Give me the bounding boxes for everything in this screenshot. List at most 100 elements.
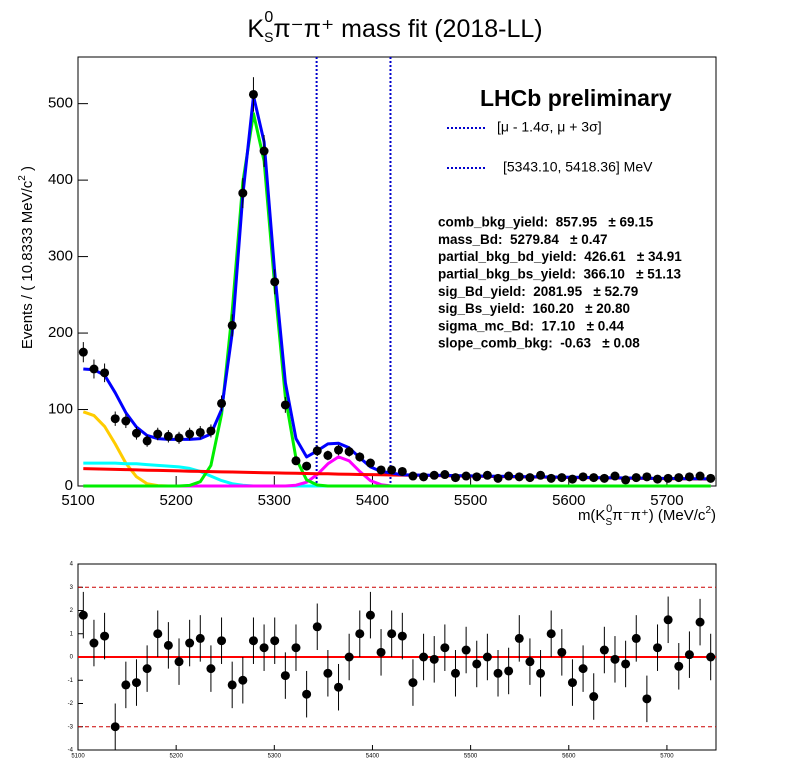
data-point	[684, 650, 694, 660]
fit-parameter: slope_comb_bkg: -0.63 ± 0.08	[438, 336, 640, 351]
data-point	[589, 692, 599, 702]
data-point	[610, 471, 620, 481]
data-point	[238, 188, 248, 198]
y-tick-label: 400	[48, 171, 73, 188]
data-point	[589, 473, 599, 483]
fit-parameter: partial_bkg_bd_yield: 426.61 ± 34.91	[438, 249, 682, 264]
data-point	[195, 633, 205, 643]
x-tick-label: 5300	[268, 754, 282, 760]
data-point	[653, 643, 663, 653]
legend-text: [μ - 1.4σ, μ + 3σ]	[497, 119, 602, 135]
data-point	[334, 682, 344, 692]
data-point	[621, 475, 631, 485]
data-point	[248, 89, 258, 99]
data-point	[706, 652, 716, 662]
x-tick-label: 5400	[366, 754, 380, 760]
data-point	[674, 473, 684, 483]
data-point	[461, 645, 471, 655]
y-tick-label: 300	[48, 248, 73, 265]
data-point	[599, 473, 609, 483]
data-point	[302, 689, 312, 699]
data-point	[557, 473, 567, 483]
data-point	[461, 471, 471, 481]
data-point	[153, 429, 163, 439]
fit-parameter: mass_Bd: 5279.84 ± 0.47	[438, 232, 608, 247]
data-point	[217, 636, 227, 646]
data-point	[482, 652, 492, 662]
fit-parameter: sigma_mc_Bd: 17.10 ± 0.44	[438, 318, 624, 333]
y-tick-label: 4	[70, 562, 74, 568]
data-point	[387, 465, 397, 475]
data-point	[185, 429, 195, 439]
data-point	[376, 465, 386, 475]
data-point	[504, 471, 514, 481]
data-point	[695, 617, 705, 627]
data-point	[121, 416, 131, 426]
x-label-part: π⁻π⁺) (MeV/c	[612, 507, 706, 524]
data-point	[631, 473, 641, 483]
y-tick-label: 500	[48, 95, 73, 112]
x-tick-label: 5100	[61, 492, 94, 509]
x-tick-label: 5200	[159, 492, 192, 509]
y-tick-label: 3	[70, 585, 74, 591]
data-point	[163, 431, 173, 441]
data-point	[536, 470, 546, 480]
title-part: S	[264, 29, 273, 45]
data-point	[578, 664, 588, 674]
data-point	[674, 661, 684, 671]
data-point	[344, 447, 354, 457]
data-point	[408, 678, 418, 688]
data-point	[153, 629, 163, 639]
y-label-part: Events / ( 10.8333 MeV/c	[19, 180, 36, 349]
data-point	[365, 610, 375, 620]
data-point	[121, 680, 131, 690]
x-tick-label: 5300	[258, 492, 291, 509]
data-point	[429, 654, 439, 664]
data-point	[291, 643, 301, 653]
data-point	[578, 472, 588, 482]
data-point	[344, 652, 354, 662]
x-label-part: 2	[705, 505, 711, 516]
y-tick-label: -2	[68, 701, 74, 707]
y-tick-label: -4	[68, 748, 74, 754]
data-point	[323, 450, 333, 460]
data-point	[131, 678, 141, 688]
data-point	[110, 722, 120, 732]
data-point	[663, 473, 673, 483]
data-point	[78, 347, 88, 357]
x-label-part: 0	[606, 503, 612, 515]
data-point	[270, 636, 280, 646]
data-point	[365, 458, 375, 468]
x-label-part: m(K	[578, 507, 606, 524]
x-tick-label: 5500	[454, 492, 487, 509]
data-point	[567, 474, 577, 484]
data-point	[493, 473, 503, 483]
data-point	[493, 668, 503, 678]
data-point	[429, 470, 439, 480]
data-point	[536, 668, 546, 678]
data-point	[312, 622, 322, 632]
data-point	[248, 636, 258, 646]
data-point	[100, 368, 110, 378]
data-point	[546, 629, 556, 639]
fit-parameter: sig_Bs_yield: 160.20 ± 20.80	[438, 301, 630, 316]
data-point	[514, 472, 524, 482]
data-point	[100, 631, 110, 641]
data-point	[642, 694, 652, 704]
data-point	[684, 472, 694, 482]
x-tick-label: 5200	[169, 754, 183, 760]
fit-parameters: comb_bkg_yield: 857.95 ± 69.15 mass_Bd: 5…	[438, 215, 682, 351]
title-part: K	[247, 15, 264, 43]
data-point	[440, 643, 450, 653]
data-point	[621, 659, 631, 669]
y-tick-label: 100	[48, 400, 73, 417]
x-tick-label: 5600	[552, 492, 585, 509]
data-point	[472, 659, 482, 669]
data-point	[631, 633, 641, 643]
data-point	[440, 470, 450, 480]
data-point	[419, 652, 429, 662]
data-point	[695, 471, 705, 481]
data-point	[185, 638, 195, 648]
data-point	[280, 671, 290, 681]
